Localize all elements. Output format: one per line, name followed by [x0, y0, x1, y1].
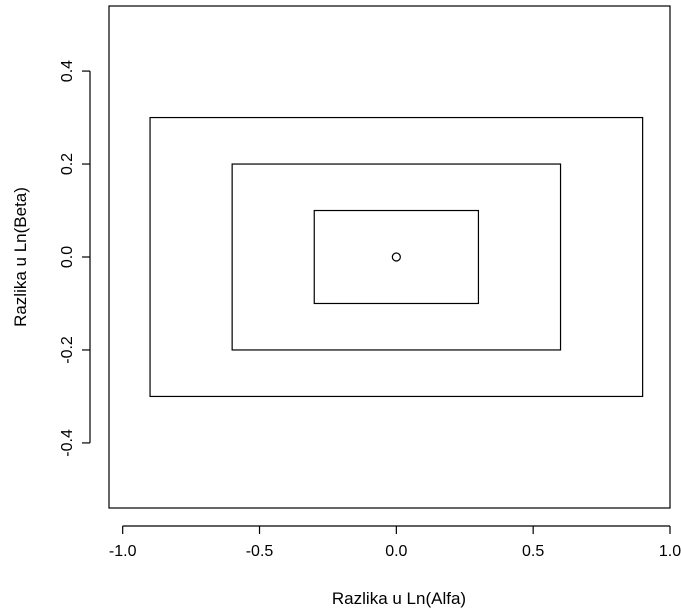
y-tick-label: 0.4 [59, 60, 76, 82]
x-tick-label: 1.0 [659, 543, 681, 560]
y-tick-label: 0.2 [59, 153, 76, 175]
data-point-1 [391, 252, 401, 262]
rectangle-2 [231, 163, 562, 351]
y-axis-label: Razlika u Ln(Beta) [11, 187, 30, 327]
points-group [391, 252, 401, 262]
y-axis: -0.4 -0.2 0.0 0.2 0.4 [59, 60, 91, 457]
x-tick-label: 0.0 [385, 543, 407, 560]
rectangles-group [149, 116, 644, 398]
x-axis-label: Razlika u Ln(Alfa) [332, 589, 466, 608]
x-axis: -1.0 -0.5 0.0 0.5 1.0 [109, 525, 681, 560]
rectangle-3 [149, 116, 644, 398]
rectangle-1 [313, 209, 480, 305]
x-tick-label: -0.5 [246, 543, 274, 560]
x-tick-label: 0.5 [522, 543, 544, 560]
y-tick-label: -0.4 [59, 429, 76, 457]
plot-frame [108, 5, 671, 509]
y-tick-label: 0.0 [59, 246, 76, 268]
x-tick-label: -1.0 [109, 543, 137, 560]
y-tick-label: -0.2 [59, 336, 76, 364]
